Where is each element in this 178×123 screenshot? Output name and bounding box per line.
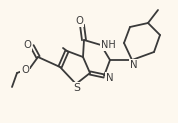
Text: N: N xyxy=(130,60,138,70)
Text: S: S xyxy=(74,83,80,93)
Text: NH: NH xyxy=(101,40,115,50)
Text: O: O xyxy=(23,40,31,50)
Text: N: N xyxy=(106,73,114,83)
Text: O: O xyxy=(21,65,29,75)
Text: O: O xyxy=(75,16,83,26)
